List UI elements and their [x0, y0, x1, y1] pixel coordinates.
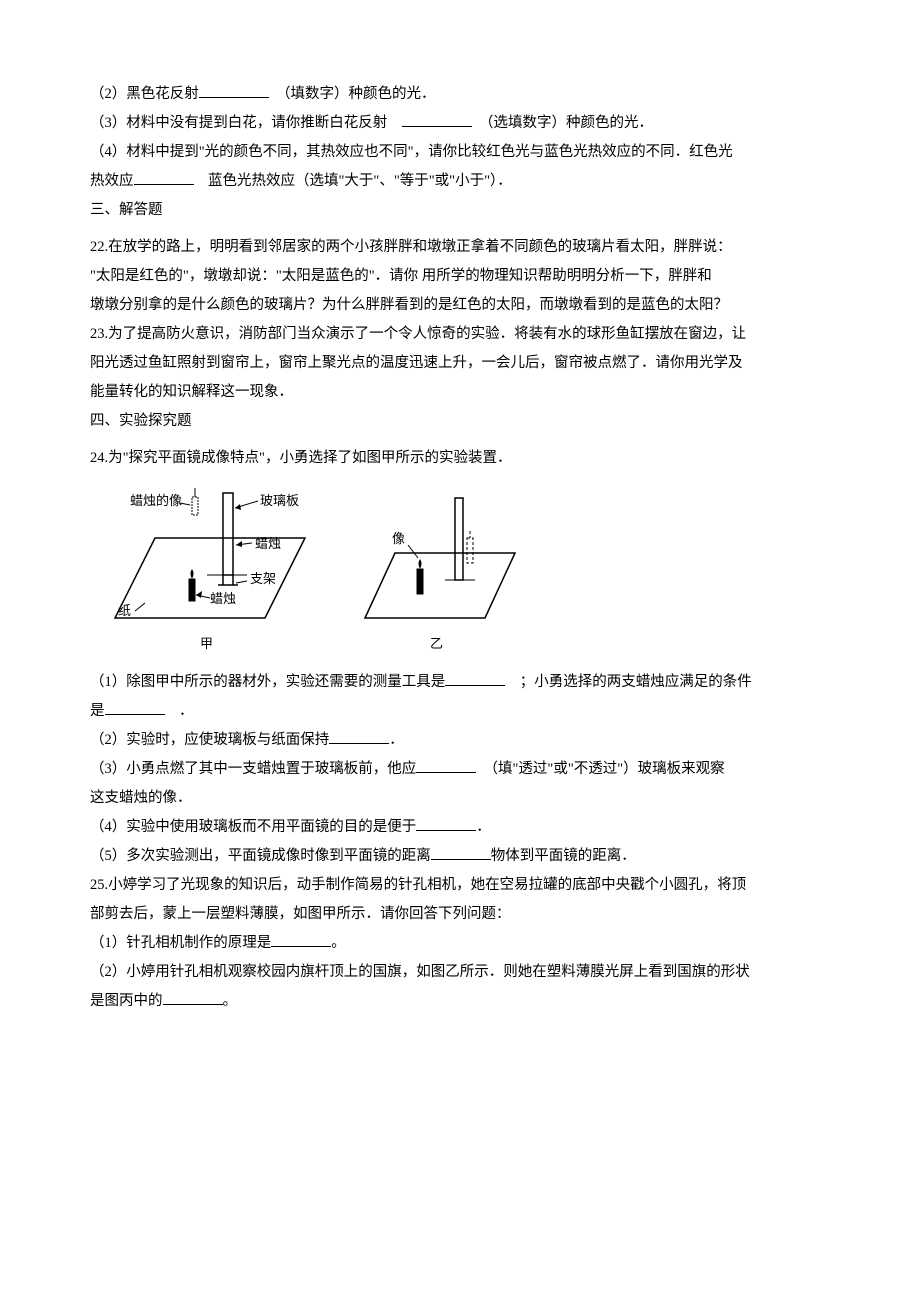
q25-item1-prefix: （1）针孔相机制作的原理是 [90, 935, 271, 951]
q25-line1: 25.小婷学习了光现象的知识后，动手制作简易的针孔相机，她在空易拉罐的底部中央戳… [90, 871, 830, 900]
diagram-yi: 像 乙 [360, 483, 520, 658]
q21-item3: （3）材料中没有提到白花，请你推断白花反射 （选填数字）种颜色的光． [90, 109, 830, 138]
q25-item2-line2: 是图丙中的 。 [90, 987, 830, 1016]
section4-title: 四、实验探究题 [90, 407, 830, 436]
q24-item1-blank2 [105, 701, 165, 716]
q24-item3-line2: 这支蜡烛的像． [90, 784, 830, 813]
label-glass-plate: 玻璃板 [260, 493, 299, 508]
label-paper: 纸 [118, 603, 131, 618]
diagram-jia-svg: 蜡烛的像 玻璃板 蜡烛 支架 蜡烛 纸 甲 [110, 483, 310, 658]
q21-item4-line2-suffix: 蓝色光热效应（选填"大于"、"等于"或"小于"）． [194, 173, 512, 189]
q25-line2: 部剪去后，蒙上一层塑料薄膜，如图甲所示．请你回答下列问题： [90, 900, 830, 929]
q24-item4-suffix: ． [476, 819, 491, 835]
q24-item2: （2）实验时，应使玻璃板与纸面保持 ． [90, 726, 830, 755]
q25-item2-line2-prefix: 是图丙中的 [90, 993, 163, 1009]
q24-item5-blank [431, 846, 491, 861]
q24-item1-line2-suffix: ． [165, 703, 194, 719]
q21-item4-line2-prefix: 热效应 [90, 173, 134, 189]
q21-item3-blank [402, 113, 472, 128]
q24-item1-prefix: （1）除图甲中所示的器材外，实验还需要的测量工具是 [90, 674, 445, 690]
q24-item3-mid: （填"透过"或"不透过"）玻璃板来观察 [476, 761, 724, 777]
q21-item2: （2）黑色花反射 （填数字）种颜色的光． [90, 80, 830, 109]
q24-item5-suffix: 物体到平面镜的距离． [491, 848, 636, 864]
label-candle-bottom: 蜡烛 [210, 591, 236, 606]
q24-item2-prefix: （2）实验时，应使玻璃板与纸面保持 [90, 732, 329, 748]
q25-item1-blank [271, 933, 331, 948]
q21-item3-text: （3）材料中没有提到白花，请你推断白花反射 [90, 115, 402, 131]
label-support: 支架 [250, 571, 276, 586]
q24-item5: （5）多次实验测出，平面镜成像时像到平面镜的距离 物体到平面镜的距离． [90, 842, 830, 871]
q25-item1: （1）针孔相机制作的原理是 。 [90, 929, 830, 958]
label-candle-image: 蜡烛的像 [130, 493, 182, 508]
q23-line3: 能量转化的知识解释这一现象． [90, 378, 830, 407]
label-candle-side: 蜡烛 [255, 536, 281, 551]
q22-line2: "太阳是红色的"，墩墩却说："太阳是蓝色的"．请你 用所学的物理知识帮助明明分析… [90, 262, 830, 291]
q24-diagrams: 蜡烛的像 玻璃板 蜡烛 支架 蜡烛 纸 甲 [110, 483, 830, 658]
q24-item1-line2-prefix: 是 [90, 703, 105, 719]
q25-item2-line1: （2）小婷用针孔相机观察校园内旗杆顶上的国旗，如图乙所示．则她在塑料薄膜光屏上看… [90, 958, 830, 987]
q21-item3-suffix: （选填数字）种颜色的光． [472, 115, 653, 131]
q21-item4-line2: 热效应 蓝色光热效应（选填"大于"、"等于"或"小于"）． [90, 167, 830, 196]
caption-yi: 乙 [430, 636, 443, 651]
q23-line2: 阳光透过鱼缸照射到窗帘上，窗帘上聚光点的温度迅速上升，一会儿后，窗帘被点燃了．请… [90, 349, 830, 378]
diagram-yi-svg: 像 乙 [360, 483, 520, 658]
q25-item2-line2-suffix: 。 [223, 993, 238, 1009]
q25-item2-blank [163, 991, 223, 1006]
diagram-jia: 蜡烛的像 玻璃板 蜡烛 支架 蜡烛 纸 甲 [110, 483, 310, 658]
q24-item4: （4）实验中使用玻璃板而不用平面镜的目的是便于 ． [90, 813, 830, 842]
section3-title: 三、解答题 [90, 196, 830, 225]
caption-jia: 甲 [200, 636, 213, 651]
q24-item1-line2: 是 ． [90, 697, 830, 726]
q24-item2-blank [329, 730, 389, 745]
q22-line1: 22.在放学的路上，明明看到邻居家的两个小孩胖胖和墩墩正拿着不同颜色的玻璃片看太… [90, 233, 830, 262]
q24-item4-prefix: （4）实验中使用玻璃板而不用平面镜的目的是便于 [90, 819, 416, 835]
label-image-yi: 像 [392, 531, 405, 546]
q25-item1-suffix: 。 [331, 935, 346, 951]
q24-item1-line1: （1）除图甲中所示的器材外，实验还需要的测量工具是 ；小勇选择的两支蜡烛应满足的… [90, 668, 830, 697]
q24-item4-blank [416, 817, 476, 832]
q24-item5-prefix: （5）多次实验测出，平面镜成像时像到平面镜的距离 [90, 848, 431, 864]
q21-item2-text: （2）黑色花反射 [90, 86, 199, 102]
q23-line1: 23.为了提高防火意识，消防部门当众演示了一个令人惊奇的实验．将装有水的球形鱼缸… [90, 320, 830, 349]
q24-item2-suffix: ． [389, 732, 404, 748]
q24-item3-line1: （3）小勇点燃了其中一支蜡烛置于玻璃板前，他应 （填"透过"或"不透过"）玻璃板… [90, 755, 830, 784]
q22-line3: 墩墩分别拿的是什么颜色的玻璃片？为什么胖胖看到的是红色的太阳，而墩墩看到的是蓝色… [90, 291, 830, 320]
q24-item3-blank [416, 759, 476, 774]
q21-item4-line1-text: （4）材料中提到"光的颜色不同，其热效应也不同"，请你比较红色光与蓝色光热效应的… [90, 144, 733, 160]
q24-item1-mid: ；小勇选择的两支蜡烛应满足的条件 [505, 674, 752, 690]
q24-intro: 24.为"探究平面镜成像特点"，小勇选择了如图甲所示的实验装置． [90, 444, 830, 473]
q21-item2-blank [199, 84, 269, 99]
q21-item2-suffix: （填数字）种颜色的光． [269, 86, 436, 102]
q21-item4-line1: （4）材料中提到"光的颜色不同，其热效应也不同"，请你比较红色光与蓝色光热效应的… [90, 138, 830, 167]
q21-item4-blank [134, 171, 194, 186]
q24-item3-prefix: （3）小勇点燃了其中一支蜡烛置于玻璃板前，他应 [90, 761, 416, 777]
q24-item1-blank1 [445, 672, 505, 687]
